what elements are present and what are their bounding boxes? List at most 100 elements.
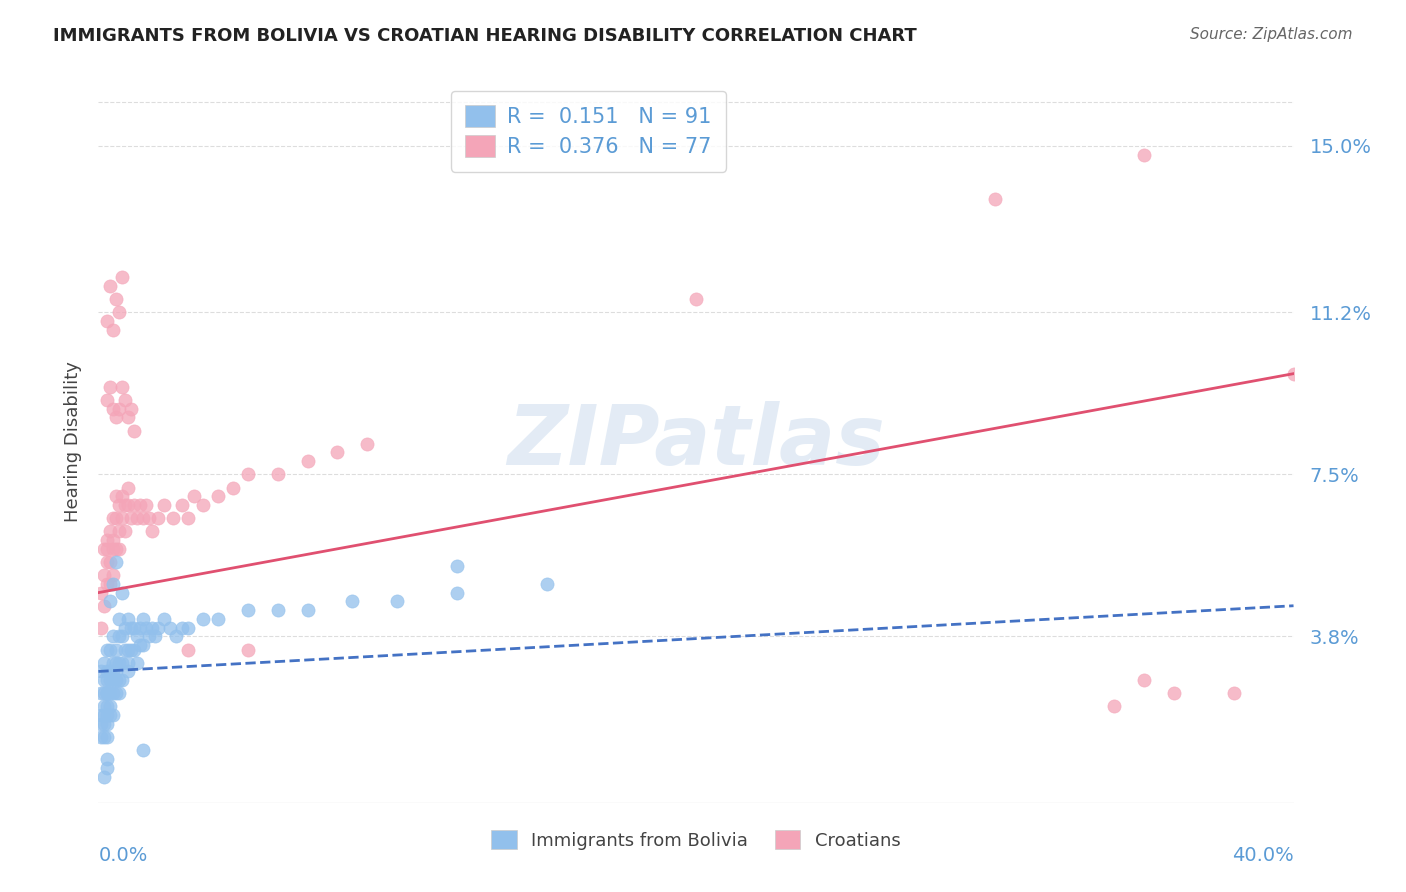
Point <box>127 656 149 670</box>
Point <box>1282 367 1305 381</box>
Point <box>105 489 128 503</box>
Point <box>105 555 128 569</box>
Point <box>111 656 134 670</box>
Point <box>111 270 134 285</box>
Point <box>96 686 118 700</box>
Point <box>159 621 181 635</box>
Point <box>108 401 131 416</box>
Point <box>120 642 142 657</box>
Point <box>685 292 707 306</box>
Point <box>98 594 122 608</box>
Point <box>132 638 155 652</box>
Point <box>111 673 134 688</box>
Point <box>138 629 160 643</box>
Point <box>446 585 468 599</box>
Point <box>108 673 131 688</box>
Point <box>103 665 125 679</box>
Point <box>93 717 115 731</box>
Point <box>120 401 142 416</box>
Y-axis label: Hearing Disability: Hearing Disability <box>63 361 82 522</box>
Point <box>103 511 125 525</box>
Point <box>96 314 118 328</box>
Point <box>96 665 118 679</box>
Text: ZIPatlas: ZIPatlas <box>508 401 884 482</box>
Point <box>103 533 125 547</box>
Point <box>177 642 200 657</box>
Point <box>98 524 122 539</box>
Point <box>114 642 136 657</box>
Point <box>141 524 163 539</box>
Point <box>111 585 134 599</box>
Point <box>98 577 122 591</box>
Point <box>98 699 122 714</box>
Point <box>103 568 125 582</box>
Point <box>93 770 115 784</box>
Point <box>105 665 128 679</box>
Point <box>98 686 122 700</box>
Point <box>132 511 155 525</box>
Point <box>114 392 136 407</box>
Point <box>117 656 139 670</box>
Point <box>103 686 125 700</box>
Point <box>132 743 155 757</box>
Point <box>108 498 131 512</box>
Point <box>90 708 112 723</box>
Point <box>114 524 136 539</box>
Point <box>1223 686 1246 700</box>
Point <box>127 629 149 643</box>
Point <box>93 673 115 688</box>
Point <box>191 498 214 512</box>
Point <box>162 511 184 525</box>
Point <box>117 642 139 657</box>
Point <box>108 686 131 700</box>
Point <box>177 511 200 525</box>
Point <box>183 489 205 503</box>
Point <box>96 752 118 766</box>
Point <box>103 629 125 643</box>
Point <box>236 603 259 617</box>
Text: Source: ZipAtlas.com: Source: ZipAtlas.com <box>1189 27 1353 42</box>
Point <box>177 621 200 635</box>
Point <box>108 656 131 670</box>
Point <box>114 621 136 635</box>
Point <box>297 454 319 468</box>
Point <box>124 642 146 657</box>
Point <box>98 380 122 394</box>
Point <box>105 656 128 670</box>
Point <box>172 621 194 635</box>
Point <box>108 305 131 319</box>
Point <box>96 392 118 407</box>
Point <box>165 629 187 643</box>
Point <box>93 730 115 744</box>
Point <box>111 380 134 394</box>
Legend: Immigrants from Bolivia, Croatians: Immigrants from Bolivia, Croatians <box>482 822 910 859</box>
Point <box>120 511 142 525</box>
Point <box>96 699 118 714</box>
Point <box>108 612 131 626</box>
Point <box>96 577 118 591</box>
Point <box>172 498 194 512</box>
Point <box>129 498 152 512</box>
Point <box>96 541 118 556</box>
Point <box>117 498 139 512</box>
Point <box>103 541 125 556</box>
Point <box>143 629 166 643</box>
Point <box>105 642 128 657</box>
Point <box>108 524 131 539</box>
Point <box>108 629 131 643</box>
Point <box>984 192 1007 206</box>
Point <box>93 541 115 556</box>
Point <box>267 467 290 482</box>
Point <box>191 612 214 626</box>
Point <box>342 594 364 608</box>
Point <box>114 498 136 512</box>
Point <box>96 555 118 569</box>
Point <box>207 489 229 503</box>
Point <box>103 673 125 688</box>
Point <box>536 577 558 591</box>
Point <box>1104 699 1126 714</box>
Point <box>96 717 118 731</box>
Point <box>326 445 349 459</box>
Point <box>297 603 319 617</box>
Point <box>90 665 112 679</box>
